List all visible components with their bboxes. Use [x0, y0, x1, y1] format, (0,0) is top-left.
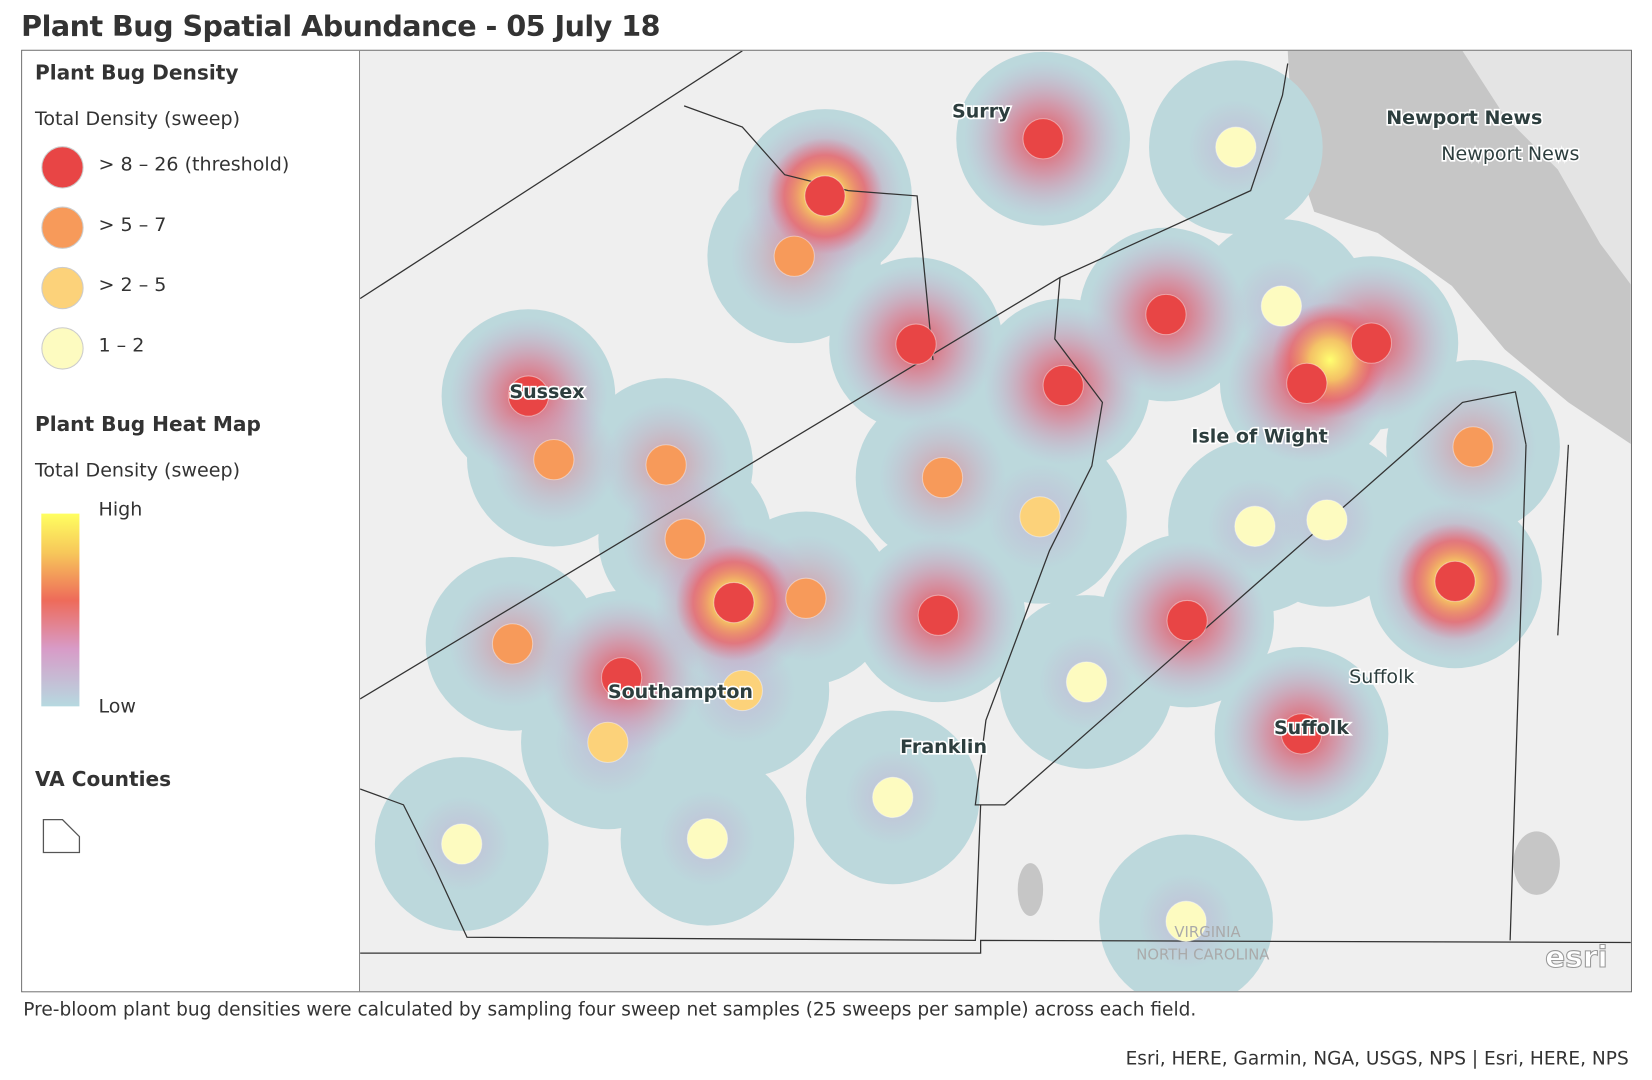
map-canvas[interactable]: Surry Newport News Newport News Sussex I… — [360, 50, 1631, 992]
density-point[interactable] — [917, 594, 959, 636]
density-point[interactable] — [895, 323, 937, 365]
density-point[interactable] — [1350, 322, 1393, 364]
density-point[interactable] — [664, 518, 706, 560]
density-point[interactable] — [507, 375, 550, 417]
label-franklin: Franklin — [900, 736, 987, 758]
density-point[interactable] — [1306, 499, 1348, 541]
density-point[interactable] — [1215, 126, 1257, 168]
legend-swatch-lowest — [41, 327, 84, 370]
label-suffolk-city: Suffolk — [1274, 717, 1350, 739]
density-point[interactable] — [1042, 364, 1084, 407]
map-view[interactable]: Surry Newport News Newport News Sussex I… — [360, 50, 1631, 992]
legend-heat-high: High — [98, 498, 143, 522]
density-point[interactable] — [1280, 713, 1323, 755]
density-point[interactable] — [921, 456, 964, 499]
map-labels: Surry Newport News Newport News Sussex I… — [508, 99, 1608, 974]
density-point[interactable] — [686, 818, 729, 860]
density-point[interactable] — [1434, 560, 1476, 603]
density-point[interactable] — [872, 776, 914, 819]
legend-density-title: Plant Bug Density — [34, 61, 239, 85]
density-point[interactable] — [1022, 118, 1064, 160]
density-point[interactable] — [713, 581, 755, 624]
density-point[interactable] — [1286, 362, 1328, 405]
county-polygon-icon — [42, 819, 81, 854]
density-point[interactable] — [1019, 496, 1061, 538]
density-point[interactable] — [804, 175, 846, 217]
label-newport-news-city: Newport News — [1441, 143, 1579, 165]
density-point[interactable] — [441, 823, 483, 865]
label-newport-news-county: Newport News — [1386, 107, 1542, 129]
legend-density-subtitle: Total Density (sweep) — [34, 108, 241, 131]
legend-heat-subtitle: Total Density (sweep) — [34, 459, 241, 482]
density-point[interactable] — [491, 623, 534, 665]
legend-label-lowest: 1 – 2 — [98, 334, 145, 357]
density-point[interactable] — [1260, 285, 1303, 327]
legend-swatch-medium — [41, 206, 84, 249]
legend-heat-low: Low — [98, 695, 137, 719]
legend-label-low: > 2 – 5 — [98, 274, 167, 297]
density-point[interactable] — [1452, 426, 1494, 468]
legend-label-medium: > 5 – 7 — [98, 213, 167, 237]
density-point[interactable] — [587, 721, 629, 764]
label-north-carolina: NORTH CAROLINA — [1136, 946, 1270, 963]
label-sussex: Sussex — [509, 381, 584, 403]
density-point[interactable] — [773, 235, 815, 277]
map-widget: Plant Bug Density Total Density (sweep) … — [21, 49, 1632, 993]
density-point[interactable] — [645, 444, 687, 486]
label-virginia: VIRGINIA — [1174, 924, 1241, 941]
county-boundaries — [360, 50, 1631, 954]
density-point[interactable] — [1166, 599, 1208, 642]
esri-logo: esri — [1545, 939, 1608, 974]
density-point[interactable] — [600, 657, 643, 699]
legend-panel: Plant Bug Density Total Density (sweep) … — [22, 50, 361, 992]
legend-heat-title: Plant Bug Heat Map — [34, 413, 261, 437]
density-point[interactable] — [1145, 293, 1187, 336]
density-point[interactable] — [533, 438, 575, 481]
map-attribution: Esri, HERE, Garmin, NGA, USGS, NPS | Esr… — [1125, 1048, 1629, 1070]
map-caption: Pre-bloom plant bug densities were calcu… — [23, 999, 1197, 1021]
density-point[interactable] — [1234, 505, 1276, 547]
label-southampton: Southampton — [608, 681, 753, 703]
density-point[interactable] — [1065, 661, 1108, 703]
legend-counties-title: VA Counties — [34, 767, 172, 792]
legend-swatch-low — [41, 266, 84, 310]
page-title: Plant Bug Spatial Abundance - 05 July 18 — [21, 10, 660, 44]
density-point[interactable] — [721, 669, 764, 712]
heat-intensity-layer — [414, 59, 1537, 969]
density-points — [441, 118, 1494, 942]
label-surry: Surry — [952, 101, 1011, 123]
legend-swatch-high — [41, 146, 84, 189]
legend-label-high: > 8 – 26 (threshold) — [98, 153, 290, 176]
label-suffolk-county: Suffolk — [1349, 666, 1414, 688]
density-point[interactable] — [785, 577, 827, 619]
water-body — [1017, 50, 1631, 917]
label-isle-of-wight: Isle of Wight — [1191, 426, 1327, 448]
heat-color-ramp — [41, 513, 80, 707]
density-point[interactable] — [1165, 900, 1207, 942]
